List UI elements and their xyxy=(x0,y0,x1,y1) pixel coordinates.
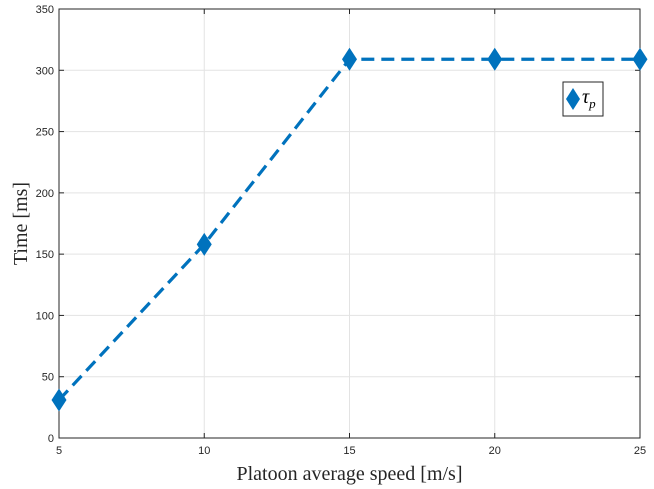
x-tick-label: 20 xyxy=(489,445,501,457)
legend-label: τp xyxy=(582,86,596,111)
data-point-diamond xyxy=(51,388,67,412)
x-tick-label: 25 xyxy=(634,445,646,457)
y-tick-label: 150 xyxy=(36,249,54,261)
data-point-diamond xyxy=(196,232,212,256)
axes xyxy=(58,8,641,439)
legend-subscript: p xyxy=(588,96,596,111)
legend-symbol: τ xyxy=(582,86,590,108)
y-tick-label: 250 xyxy=(36,127,54,139)
y-tick-label: 300 xyxy=(36,65,54,77)
legend-diamond-marker-icon xyxy=(566,88,580,110)
x-tick-label: 15 xyxy=(343,445,355,457)
y-tick-label: 50 xyxy=(42,372,54,384)
x-axis-title: Platoon average speed [m/s] xyxy=(236,463,462,485)
y-axis-title: Time [ms] xyxy=(10,182,32,265)
y-tick-label: 100 xyxy=(36,310,54,322)
y-tick-label: 0 xyxy=(48,433,54,445)
data-point-diamond xyxy=(342,47,357,71)
data-point-diamond xyxy=(487,47,503,71)
legend: τp xyxy=(562,81,604,117)
x-tick-label: 10 xyxy=(198,445,210,457)
y-tick-label: 350 xyxy=(36,4,54,16)
data-series xyxy=(51,47,648,412)
data-point-diamond xyxy=(632,47,648,71)
x-tick-label: 5 xyxy=(56,445,62,457)
y-tick-label: 200 xyxy=(36,188,54,200)
